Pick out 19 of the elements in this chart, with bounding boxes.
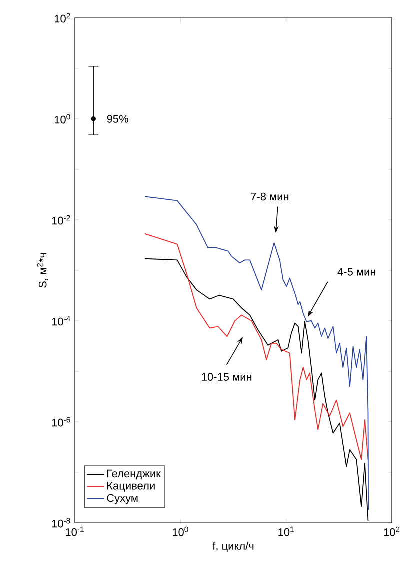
x-tick-label: 10$^{1}$ (278, 526, 294, 536)
annotation: 10-15 мин (202, 373, 252, 381)
y-tick-label: 10$^{-4}$ (52, 316, 70, 326)
y-tick-label: 10$^{-2}$ (52, 215, 70, 225)
y-tick-label: 10$^{0}$ (54, 114, 70, 124)
x-tick-label: 10$^{2}$ (384, 526, 400, 536)
y-tick-label: 10$^{-8}$ (52, 518, 70, 528)
legend-label: Сухум (107, 494, 138, 504)
legend-label: Геленджик (108, 470, 161, 480)
x-tick-label: 10$^{0}$ (173, 526, 188, 536)
y-tick-label: 10$^{-6}$ (52, 417, 70, 427)
x-axis-title: f, цикл/ч (212, 542, 254, 552)
x-tick-label: 10$^{-1}$ (66, 526, 84, 536)
y-axis-title: S, м$^{2}$*ч (37, 253, 48, 288)
annotation: 95% (107, 115, 128, 123)
legend-label: Кацивели (108, 482, 155, 492)
annotation: 4-5 мин (338, 268, 376, 276)
annotation: 7-8 мин (251, 192, 289, 201)
y-tick-label: 10$^{2}$ (54, 13, 70, 23)
